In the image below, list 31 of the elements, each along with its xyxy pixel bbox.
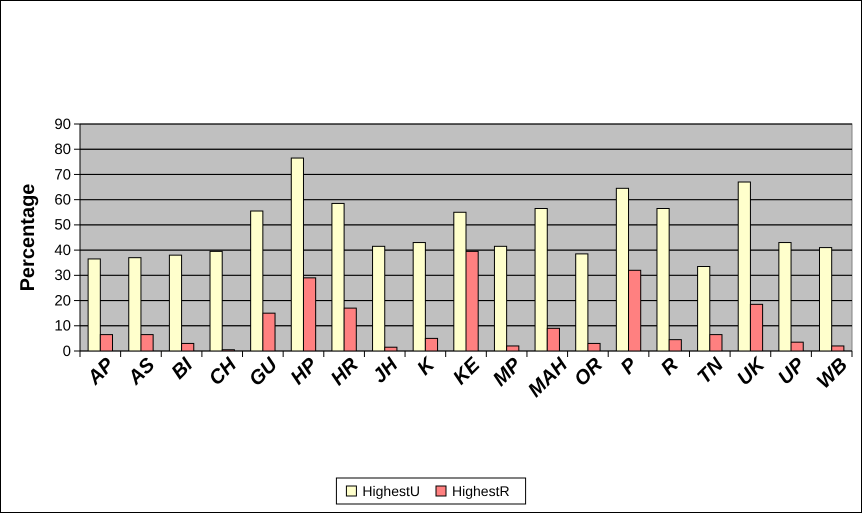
legend-label: HighestR <box>452 483 510 499</box>
x-tick-label: R <box>656 354 684 380</box>
y-tick-label: 90 <box>54 116 71 133</box>
x-tick-label: KE <box>449 353 485 390</box>
x-tick-label: MP <box>488 353 526 391</box>
x-tick-label: K <box>413 352 440 380</box>
y-tick-label: 40 <box>54 242 71 259</box>
x-tick-label: HP <box>286 353 322 390</box>
x-tick-label: UK <box>733 352 770 390</box>
y-tick-label: 50 <box>54 216 71 234</box>
x-tick-label: BI <box>167 354 198 384</box>
y-tick-label: 20 <box>54 292 71 310</box>
x-tick-label: AS <box>123 353 160 390</box>
x-tick-label: TN <box>693 354 728 388</box>
y-tick-label: 10 <box>54 318 71 335</box>
x-tick-label: P <box>616 353 642 379</box>
x-tick-label: JH <box>368 354 403 388</box>
y-tick-label: 30 <box>54 267 71 284</box>
y-tick-label: 60 <box>54 191 71 208</box>
x-tick-label: OR <box>570 354 608 391</box>
y-axis-title: Percentage <box>17 184 39 292</box>
y-tick-label: 0 <box>62 342 71 360</box>
legend-label: HighestU <box>362 483 420 499</box>
x-tick-label: AP <box>82 353 120 390</box>
x-tick-label: HR <box>326 354 364 390</box>
x-tick-label: CH <box>204 354 242 390</box>
x-tick-label: GU <box>245 354 282 391</box>
x-tick-label: UP <box>774 353 810 390</box>
x-tick-label: WB <box>812 354 852 394</box>
y-tick-label: 80 <box>54 141 71 158</box>
y-tick-label: 70 <box>54 166 71 184</box>
